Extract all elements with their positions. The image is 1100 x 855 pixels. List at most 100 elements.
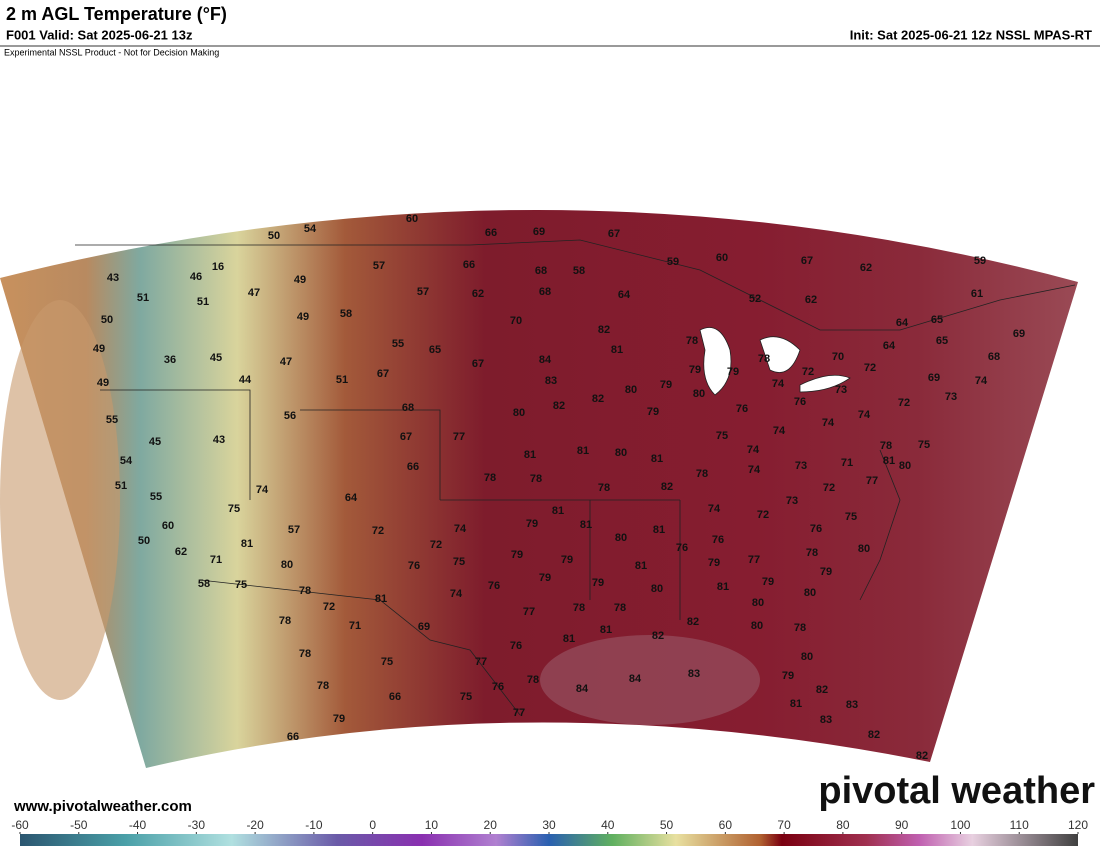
temperature-label: 77	[475, 656, 487, 668]
temperature-label: 81	[635, 560, 647, 572]
temperature-label: 45	[149, 436, 161, 448]
temperature-label: 79	[647, 406, 659, 418]
colorbar-tick-label: -40	[129, 818, 147, 832]
temperature-label: 79	[511, 549, 523, 561]
temperature-label: 79	[762, 576, 774, 588]
temperature-label: 83	[846, 699, 858, 711]
temperature-label: 78	[758, 353, 770, 365]
temperature-label: 50	[268, 230, 280, 242]
temperature-label: 61	[971, 288, 983, 300]
temperature-label: 69	[533, 226, 545, 238]
colorbar-tick-label: 50	[660, 818, 674, 832]
temperature-label: 51	[137, 292, 149, 304]
temperature-label: 70	[510, 315, 522, 327]
temperature-label: 72	[864, 362, 876, 374]
temperature-label: 77	[453, 431, 465, 443]
temperature-label: 78	[614, 602, 626, 614]
temperature-label: 73	[945, 391, 957, 403]
temperature-label: 78	[279, 615, 291, 627]
temperature-label: 67	[608, 228, 620, 240]
temperature-label: 68	[535, 265, 547, 277]
temperature-label: 76	[736, 403, 748, 415]
colorbar-tick-label: 20	[484, 818, 498, 832]
colorbar-tick-label: 100	[950, 818, 970, 832]
temperature-label: 82	[592, 393, 604, 405]
temperature-label: 81	[653, 524, 665, 536]
colorbar-tick-label: -60	[11, 818, 29, 832]
temperature-label: 68	[988, 351, 1000, 363]
temperature-label: 72	[823, 482, 835, 494]
colorbar-tick-label: -20	[246, 818, 264, 832]
temperature-label: 58	[198, 578, 210, 590]
temperature-label: 74	[256, 484, 269, 496]
temperature-label: 74	[975, 375, 988, 387]
temperature-label: 76	[510, 640, 522, 652]
temperature-label: 81	[883, 455, 895, 467]
temperature-label: 72	[757, 509, 769, 521]
temperature-label: 66	[485, 227, 497, 239]
temperature-label: 77	[513, 707, 525, 719]
temperature-label: 75	[453, 556, 465, 568]
temperature-label: 54	[120, 455, 133, 467]
temperature-label: 49	[294, 274, 306, 286]
temperature-label: 54	[304, 223, 317, 235]
temperature-label: 82	[687, 616, 699, 628]
temperature-label: 64	[345, 492, 358, 504]
temperature-label: 72	[372, 525, 384, 537]
temperature-label: 70	[832, 351, 844, 363]
temperature-label: 74	[450, 588, 463, 600]
temperature-label: 81	[611, 344, 623, 356]
temperature-label: 78	[317, 680, 329, 692]
temperature-label: 71	[841, 457, 853, 469]
temperature-label: 76	[676, 542, 688, 554]
temperature-label: 79	[526, 518, 538, 530]
temperature-label: 82	[661, 481, 673, 493]
temperature-label: 80	[281, 559, 293, 571]
temperature-label: 79	[539, 572, 551, 584]
temperature-label: 51	[197, 296, 209, 308]
temperature-label: 47	[280, 356, 292, 368]
temperature-label: 76	[810, 523, 822, 535]
temperature-label: 62	[175, 546, 187, 558]
temperature-label: 80	[804, 587, 816, 599]
colorbar-tick-label: 10	[425, 818, 439, 832]
temperature-label: 83	[820, 714, 832, 726]
temperature-label: 77	[523, 606, 535, 618]
temperature-label: 51	[115, 480, 127, 492]
temperature-label: 49	[93, 343, 105, 355]
temperature-label: 84	[539, 354, 552, 366]
temperature-label: 69	[418, 621, 430, 633]
temperature-label: 64	[618, 289, 631, 301]
temperature-label: 68	[539, 286, 551, 298]
temperature-label: 46	[190, 271, 202, 283]
temperature-label: 74	[773, 425, 786, 437]
temperature-label: 82	[553, 400, 565, 412]
temperature-label: 62	[472, 288, 484, 300]
temperature-label: 47	[248, 287, 260, 299]
temperature-label: 82	[816, 684, 828, 696]
temperature-label: 81	[375, 593, 387, 605]
temperature-label: 36	[164, 354, 176, 366]
temperature-label: 74	[454, 523, 467, 535]
temperature-label: 16	[212, 261, 224, 273]
temperature-label: 78	[598, 482, 610, 494]
temperature-label: 67	[377, 368, 389, 380]
temperature-label: 72	[802, 366, 814, 378]
temperature-label: 80	[899, 460, 911, 472]
colorbar-tick-label: 40	[601, 818, 615, 832]
temperature-label: 79	[333, 713, 345, 725]
temperature-label: 81	[790, 698, 802, 710]
temperature-label: 58	[573, 265, 585, 277]
temperature-label: 66	[407, 461, 419, 473]
colorbar-tick-label: -30	[188, 818, 206, 832]
temperature-label: 78	[573, 602, 585, 614]
temperature-label: 74	[748, 464, 761, 476]
temperature-label: 81	[600, 624, 612, 636]
temperature-label: 82	[652, 630, 664, 642]
temperature-label: 80	[625, 384, 637, 396]
colorbar-tick-label: 70	[777, 818, 791, 832]
temperature-label: 78	[880, 440, 892, 452]
temperature-label: 75	[381, 656, 393, 668]
temperature-label: 84	[629, 673, 642, 685]
temperature-label: 58	[340, 308, 352, 320]
